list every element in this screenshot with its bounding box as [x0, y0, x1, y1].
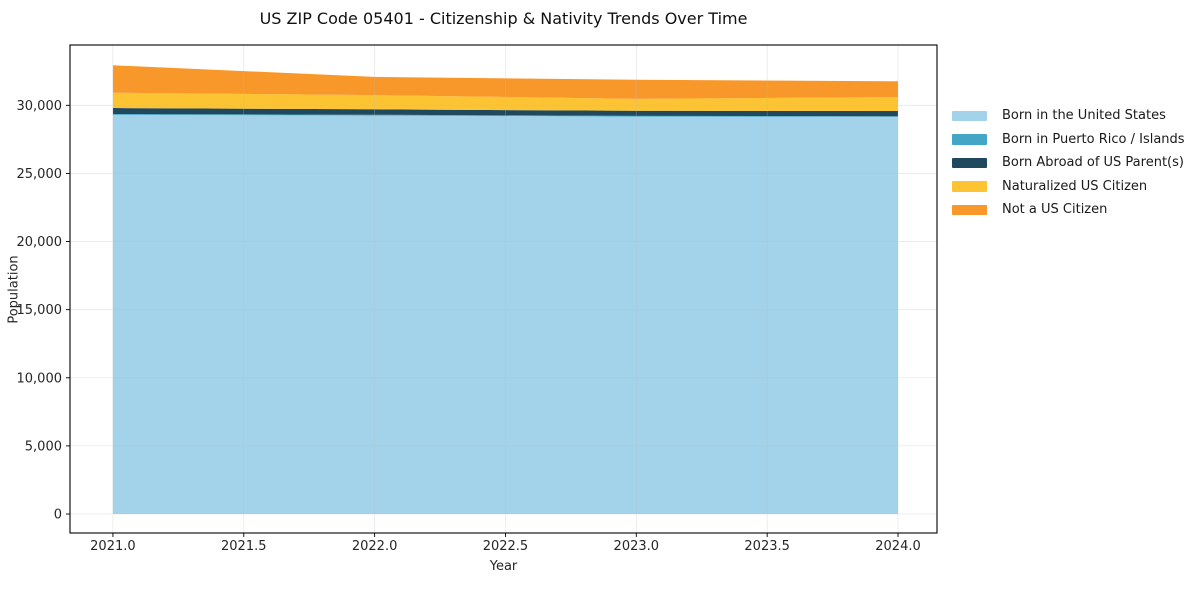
y-tick-label: 30,000	[17, 99, 63, 114]
area-born-abroad-of-us-parent-s	[112, 108, 898, 117]
legend-item-naturalized-us-citizen: Naturalized US Citizen	[952, 175, 1185, 199]
x-tick-label: 2021.0	[90, 539, 136, 554]
plot-border	[69, 44, 938, 534]
y-tick-label: 0	[54, 508, 62, 523]
x-tick-label: 2022.5	[483, 539, 529, 554]
y-tick-label: 10,000	[17, 371, 63, 386]
legend-item-born-abroad-of-us-parent-s: Born Abroad of US Parent(s)	[952, 151, 1185, 175]
legend: Born in the United States Born in Puerto …	[952, 104, 1185, 222]
legend-label: Naturalized US Citizen	[1002, 178, 1148, 194]
x-axis: 2021.0 2021.5 2022.0 2022.5 2023.0 2023.5 2024…	[90, 533, 921, 554]
area-layers	[112, 65, 898, 515]
x-tick-label: 2024.0	[875, 539, 921, 554]
legend-item-born-in-puerto-rico-islands: Born in Puerto Rico / Islands	[952, 128, 1185, 152]
legend-item-born-in-the-united-states: Born in the United States	[952, 104, 1185, 128]
area-naturalized-us-citizen	[112, 92, 898, 111]
legend-label: Born in Puerto Rico / Islands	[1002, 131, 1185, 147]
grid-lines	[70, 45, 937, 533]
legend-label: Born in the United States	[1002, 108, 1166, 124]
legend-swatch	[952, 204, 987, 215]
y-tick-label: 25,000	[17, 167, 63, 182]
y-tick-label: 20,000	[17, 235, 63, 250]
x-tick-label: 2023.0	[614, 539, 660, 554]
x-axis-label: Year	[489, 559, 518, 574]
y-axis: 0 5,000 10,000 15,000 20,000 25,000 30,000	[17, 99, 70, 523]
area-born-in-the-united-states	[112, 114, 898, 515]
legend-swatch	[952, 110, 987, 121]
x-tick-label: 2022.0	[352, 539, 398, 554]
x-tick-label: 2023.5	[744, 539, 790, 554]
legend-label: Not a US Citizen	[1002, 202, 1108, 218]
legend-swatch	[952, 181, 987, 192]
y-tick-label: 15,000	[17, 303, 63, 318]
legend-swatch	[952, 157, 987, 168]
legend-item-not-a-us-citizen: Not a US Citizen	[952, 198, 1185, 222]
x-tick-label: 2021.5	[221, 539, 267, 554]
y-tick-label: 5,000	[25, 439, 62, 454]
chart-title: US ZIP Code 05401 - Citizenship & Nativi…	[259, 9, 748, 28]
area-not-a-us-citizen	[112, 65, 898, 99]
area-born-in-puerto-rico-islands	[112, 114, 898, 117]
legend-label: Born Abroad of US Parent(s)	[1002, 155, 1184, 171]
legend-swatch	[952, 134, 987, 145]
